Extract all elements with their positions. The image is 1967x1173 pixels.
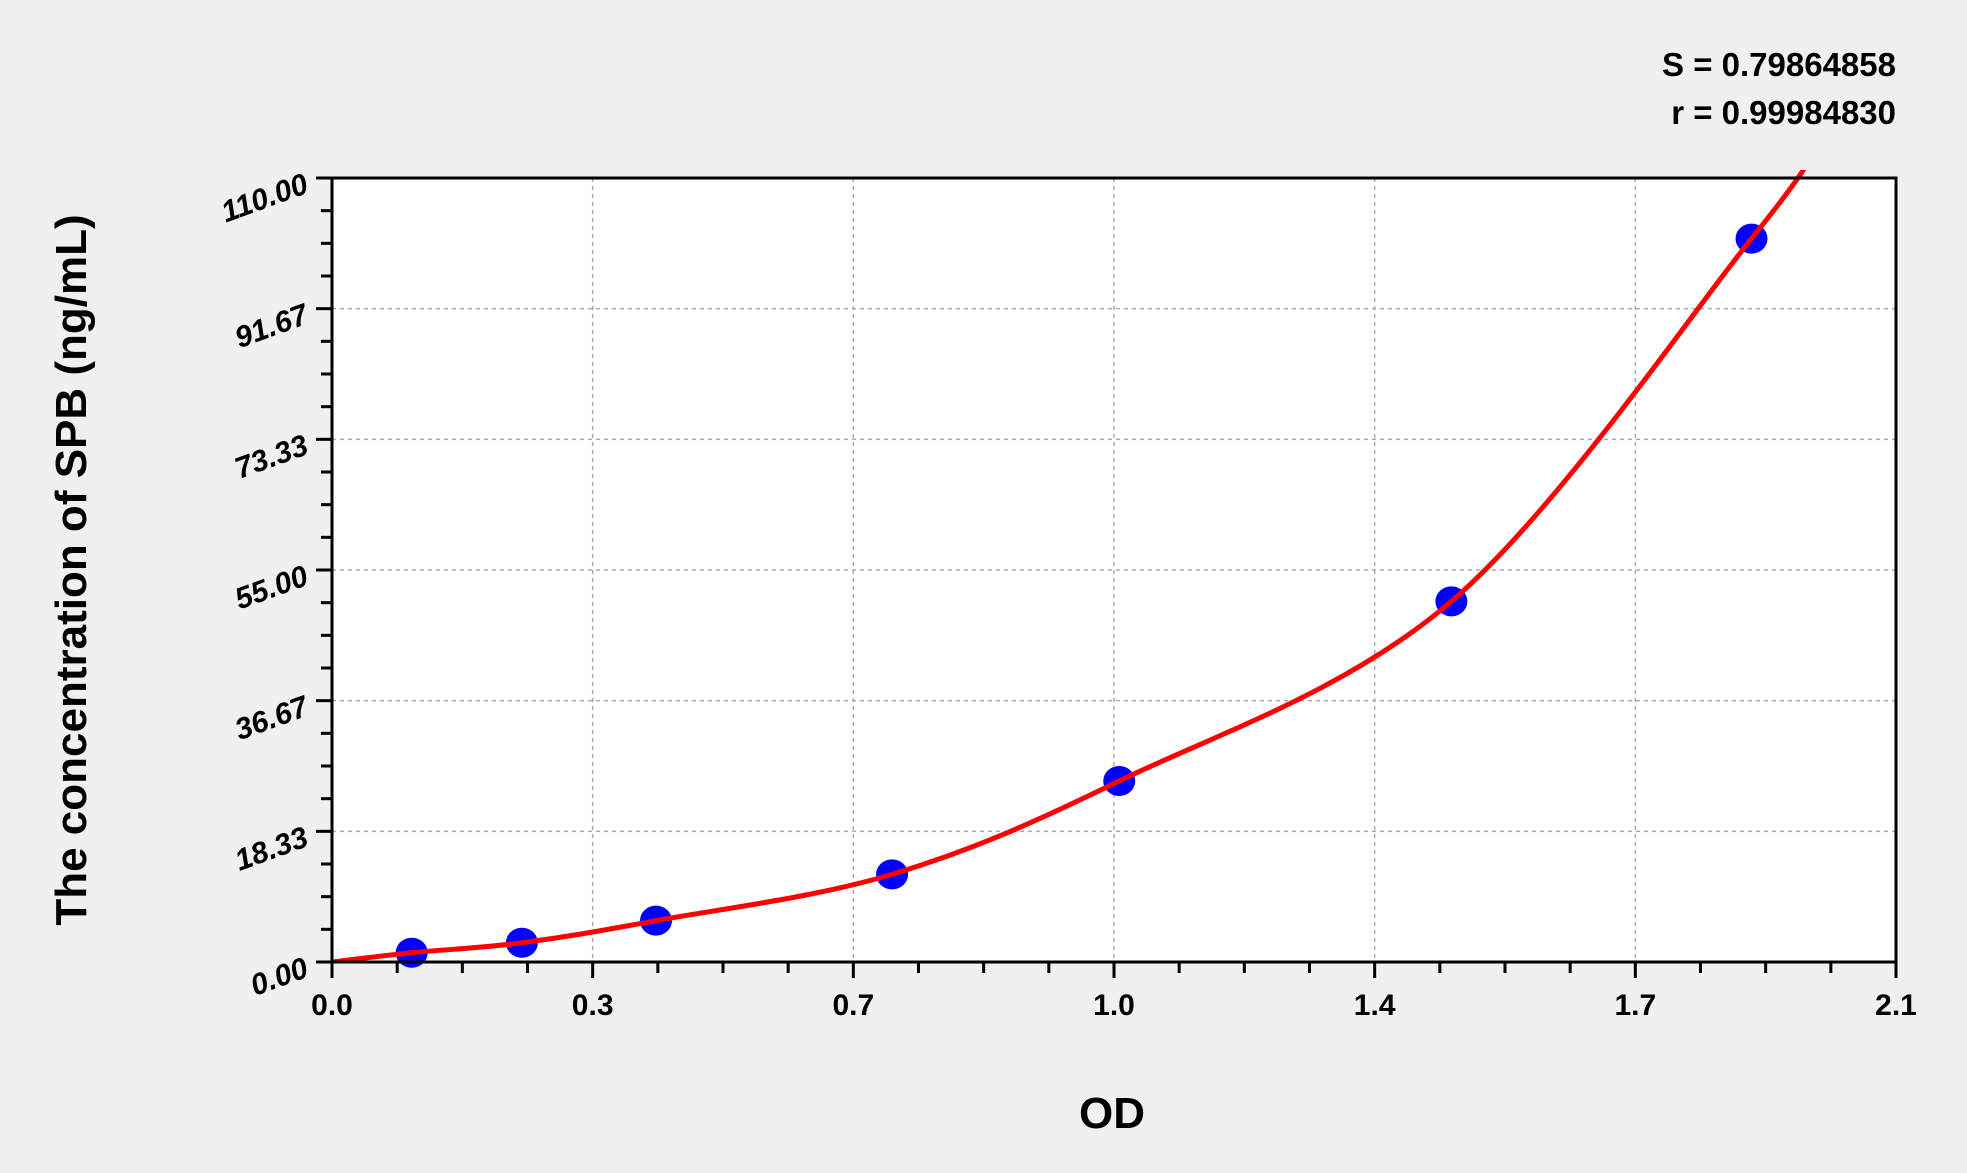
y-tick-label: 0.00 — [246, 951, 312, 1002]
y-tick-label: 36.67 — [231, 690, 314, 747]
x-tick-label: 0.3 — [572, 989, 614, 1022]
y-tick-labels: 0.00 18.33 36.67 55.00 73.33 91.67 110.00 — [217, 167, 314, 1002]
plot-frame — [330, 176, 1898, 964]
y-tick-label: 91.67 — [231, 298, 314, 355]
r-value-annotation: r = 0.99984830 — [1671, 94, 1896, 131]
y-tick-label: 55.00 — [231, 559, 313, 616]
ticks — [316, 176, 1898, 978]
x-tick-label: 1.7 — [1614, 989, 1656, 1022]
y-axis-label: The concentration of SPB (ng/mL) — [47, 214, 96, 925]
grid — [332, 178, 1896, 962]
x-tick-labels: 0.0 0.3 0.7 1.0 1.4 1.7 2.1 — [311, 989, 1917, 1022]
x-tick-label: 2.1 — [1875, 989, 1917, 1022]
y-tick-label: 73.33 — [231, 429, 313, 486]
x-tick-label: 0.7 — [832, 989, 874, 1022]
x-tick-label: 1.0 — [1093, 989, 1135, 1022]
fit-curve — [332, 170, 1807, 962]
x-axis-label: OD — [1079, 1089, 1145, 1138]
x-tick-label: 1.4 — [1354, 989, 1396, 1022]
y-tick-label: 18.33 — [231, 821, 313, 878]
y-tick-label: 110.00 — [217, 167, 313, 229]
s-value-annotation: S = 0.79864858 — [1662, 46, 1896, 83]
x-tick-label: 0.0 — [311, 989, 353, 1022]
